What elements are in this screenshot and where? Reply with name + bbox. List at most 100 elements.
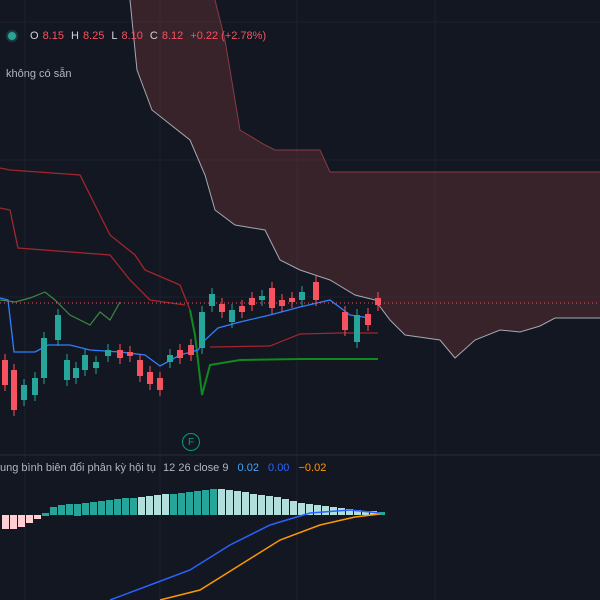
macd-params: 12 26 close 9 bbox=[163, 462, 229, 474]
macd-histogram-value: 0.02 bbox=[237, 462, 259, 474]
macd-histogram-bar bbox=[138, 497, 145, 515]
macd-legend[interactable]: ung bình biên đổi phân kỳ hội tụ 12 26 c… bbox=[0, 462, 326, 474]
macd-histogram-bar bbox=[218, 489, 225, 515]
macd-histogram-bar bbox=[338, 508, 345, 515]
macd-histogram-bar bbox=[154, 495, 161, 515]
high-label: H bbox=[70, 30, 79, 42]
macd-signal-value: −0.02 bbox=[298, 462, 327, 474]
macd-histogram-bar bbox=[170, 494, 177, 515]
senkou-span-a bbox=[129, 0, 600, 359]
macd-histogram-bar bbox=[90, 502, 97, 515]
candle-body bbox=[199, 312, 205, 348]
close-label: C bbox=[149, 30, 158, 42]
open-value: 8.15 bbox=[42, 30, 64, 42]
macd-histogram-bar bbox=[378, 512, 385, 515]
macd-histogram-bar bbox=[346, 509, 353, 515]
candle-body bbox=[259, 296, 265, 300]
macd-signal-line bbox=[159, 513, 381, 600]
macd-histogram-bar bbox=[26, 515, 33, 523]
macd-histogram-bar bbox=[194, 491, 201, 515]
candle-body bbox=[2, 360, 8, 385]
candle-body bbox=[313, 282, 319, 300]
candle-body bbox=[219, 304, 225, 312]
macd-histogram-bar bbox=[10, 515, 17, 529]
candle-body bbox=[342, 312, 348, 330]
symbol-status-icon bbox=[8, 32, 16, 40]
macd-histogram-bar bbox=[266, 496, 273, 515]
candle-body bbox=[354, 315, 360, 342]
macd-histogram-bar bbox=[162, 494, 169, 515]
macd-histogram-bar bbox=[290, 501, 297, 515]
indicator-unavailable-text: không có sẵn bbox=[6, 68, 72, 80]
macd-histogram-bar bbox=[250, 494, 257, 515]
macd-name: ung bình biên đổi phân kỳ hội tụ bbox=[0, 462, 156, 474]
macd-line-value: 0.00 bbox=[268, 462, 290, 474]
macd-histogram-bar bbox=[298, 503, 305, 515]
macd-histogram-bar bbox=[362, 511, 369, 515]
macd-histogram-bar bbox=[186, 492, 193, 515]
candle-body bbox=[365, 314, 371, 325]
macd-histogram-bar bbox=[50, 507, 57, 515]
candle-body bbox=[239, 306, 245, 312]
candle-body bbox=[209, 294, 215, 306]
chikou-span bbox=[0, 291, 121, 326]
candle-body bbox=[375, 298, 381, 305]
macd-histogram-bar bbox=[242, 492, 249, 515]
macd-histogram-bar bbox=[146, 496, 153, 515]
macd-histogram-bar bbox=[18, 515, 25, 527]
candle-body bbox=[177, 350, 183, 358]
macd-histogram-bar bbox=[178, 493, 185, 515]
senkou-span-b bbox=[214, 0, 600, 173]
candle-body bbox=[127, 352, 133, 356]
candle-body bbox=[249, 298, 255, 305]
candle-body bbox=[147, 372, 153, 384]
macd-histogram-bar bbox=[34, 515, 41, 519]
candle-body bbox=[269, 288, 275, 308]
macd-histogram-bar bbox=[106, 500, 113, 515]
macd-histogram-bar bbox=[98, 501, 105, 515]
candle-body bbox=[105, 350, 111, 356]
event-marker-f[interactable]: F bbox=[182, 433, 200, 451]
macd-histogram-bar bbox=[274, 497, 281, 515]
macd-histogram-bar bbox=[210, 489, 217, 515]
candle-body bbox=[73, 368, 79, 378]
macd-histogram-bar bbox=[2, 515, 9, 529]
macd-histogram-bar bbox=[282, 499, 289, 515]
candle-body bbox=[11, 370, 17, 410]
macd-histogram-bar bbox=[258, 495, 265, 515]
macd-histogram-bar bbox=[314, 505, 321, 515]
candle-body bbox=[289, 298, 295, 302]
open-label: O bbox=[30, 30, 39, 42]
candle-body bbox=[157, 378, 163, 390]
candle-body bbox=[93, 362, 99, 368]
high-value: 8.25 bbox=[82, 30, 105, 42]
macd-histogram-bar bbox=[114, 499, 121, 515]
macd-histogram-bar bbox=[202, 490, 209, 515]
kijun-line bbox=[0, 167, 191, 311]
candle-body bbox=[188, 345, 194, 355]
candle-body bbox=[137, 360, 143, 376]
candle-body bbox=[55, 315, 61, 340]
candle-body bbox=[32, 378, 38, 395]
ichimoku-cloud bbox=[130, 0, 600, 358]
macd-line bbox=[109, 509, 381, 600]
macd-histogram-bar bbox=[42, 513, 49, 516]
senkou-lead-red bbox=[209, 332, 378, 348]
candle-body bbox=[279, 300, 285, 306]
macd-histogram-bar bbox=[322, 506, 329, 515]
candle-body bbox=[64, 360, 70, 380]
macd-histogram-bar bbox=[234, 491, 241, 515]
low-label: L bbox=[111, 30, 118, 42]
candle-body bbox=[41, 338, 47, 378]
candle-body bbox=[229, 310, 235, 322]
macd-histogram-bar bbox=[74, 504, 81, 516]
macd-histogram-bar bbox=[122, 498, 129, 515]
candle-body bbox=[117, 350, 123, 358]
macd-histogram-bar bbox=[58, 505, 65, 515]
ohlc-legend: O 8.15 H 8.25 L 8.10 C 8.12 +0.22 (+2.78… bbox=[8, 30, 269, 42]
close-value: 8.12 bbox=[161, 30, 184, 42]
macd-histogram-bar bbox=[130, 498, 137, 515]
macd-histogram-bar bbox=[306, 504, 313, 515]
